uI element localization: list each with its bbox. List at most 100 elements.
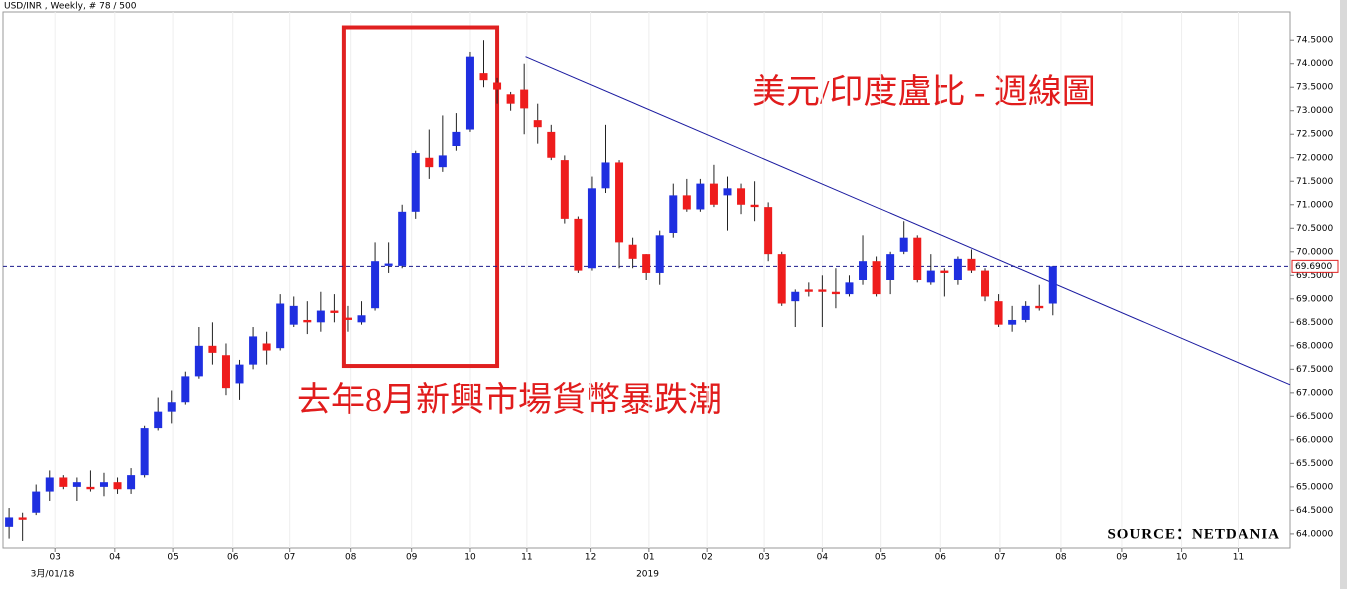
candle-body xyxy=(99,482,108,487)
annotation: 去年8月新興市場貨幣暴跌潮 xyxy=(297,381,722,419)
source: SOURCE：NETDANIA xyxy=(1107,526,1280,542)
x-tick-label: 11 xyxy=(1233,553,1244,563)
candle-body xyxy=(669,195,678,233)
candle-body xyxy=(533,120,542,128)
current-price-label: 69.6900 xyxy=(1295,262,1332,272)
x-tick-label: 05 xyxy=(167,553,178,563)
trendline xyxy=(525,56,1291,386)
candle-body xyxy=(316,310,325,323)
y-tick-label: 64.5000 xyxy=(1296,506,1333,516)
candle-body xyxy=(59,477,68,487)
y-tick-label: 68.0000 xyxy=(1296,341,1333,351)
x-tick-label: 08 xyxy=(1055,553,1067,563)
candle-body xyxy=(32,491,41,513)
candle-body xyxy=(221,355,230,389)
candle-body xyxy=(1008,319,1017,325)
x-tick-label: 12 xyxy=(585,553,596,563)
candle-body xyxy=(750,204,759,208)
candle-body xyxy=(696,183,705,210)
candle-body xyxy=(276,303,285,349)
candle-body xyxy=(804,289,813,292)
y-tick-label: 72.0000 xyxy=(1296,153,1333,163)
candle-body xyxy=(194,345,203,377)
y-tick-label: 70.5000 xyxy=(1296,224,1333,234)
x-tick-label: 04 xyxy=(817,553,829,563)
x-tick-label: 10 xyxy=(464,553,476,563)
y-tick-label: 71.0000 xyxy=(1296,200,1333,210)
y-tick-label: 68.5000 xyxy=(1296,318,1333,328)
x-tick-label: 10 xyxy=(1176,553,1188,563)
candle-body xyxy=(249,336,258,365)
x-tick-label: 02 xyxy=(701,553,712,563)
y-tick-label: 65.0000 xyxy=(1296,482,1333,492)
candle-body xyxy=(18,517,27,520)
candle-body xyxy=(615,162,624,243)
candle-body xyxy=(303,319,312,323)
candle-body xyxy=(343,317,352,320)
candle-body xyxy=(655,235,664,273)
candle-body xyxy=(438,155,447,168)
candle-body xyxy=(628,244,637,259)
candle-body xyxy=(425,157,434,168)
x-tick-label: 07 xyxy=(284,553,295,563)
annotation: 美元/印度盧比 - 週線圖 xyxy=(752,73,1096,111)
y-tick-label: 69.5000 xyxy=(1296,271,1333,281)
x-sublabel: 3月/01/18 xyxy=(31,569,75,580)
candle-body xyxy=(764,207,773,255)
candle-body xyxy=(587,188,596,269)
candle-body xyxy=(940,270,949,273)
y-tick-label: 66.0000 xyxy=(1296,435,1333,445)
candle-body xyxy=(682,195,691,210)
y-tick-label: 71.5000 xyxy=(1296,177,1333,187)
x-tick-label: 07 xyxy=(994,553,1005,563)
candle-body xyxy=(167,402,176,412)
y-tick-label: 64.0000 xyxy=(1296,529,1333,539)
x-tick-label: 03 xyxy=(758,553,769,563)
y-tick-label: 73.0000 xyxy=(1296,106,1333,116)
candle-body xyxy=(723,188,732,196)
candle-body xyxy=(1035,305,1044,309)
candle-body xyxy=(967,258,976,271)
x-tick-label: 09 xyxy=(406,553,418,563)
candle-body xyxy=(777,254,786,304)
x-tick-label: 11 xyxy=(521,553,532,563)
candle-body xyxy=(520,89,529,109)
y-tick-label: 67.0000 xyxy=(1296,388,1333,398)
candle-body xyxy=(899,237,908,252)
highlight-box xyxy=(341,25,500,369)
x-tick-label: 04 xyxy=(109,553,121,563)
y-tick-label: 65.5000 xyxy=(1296,459,1333,469)
candle-body xyxy=(1021,305,1030,320)
x-tick-label: 05 xyxy=(875,553,886,563)
candle-body xyxy=(127,475,136,490)
candle-body xyxy=(574,218,583,271)
window-edge xyxy=(1340,0,1347,589)
candle-body xyxy=(831,291,840,295)
candle-body xyxy=(886,254,895,280)
x-tick-label: 06 xyxy=(935,553,947,563)
candle-body xyxy=(154,411,163,429)
candle-body xyxy=(547,131,556,158)
chart-title: USD/INR , Weekly, # 78 / 500 xyxy=(4,2,137,12)
y-tick-label: 74.5000 xyxy=(1296,36,1333,46)
candle-body xyxy=(452,131,461,146)
candle-body xyxy=(330,310,339,313)
candle-body xyxy=(45,477,54,492)
candle-body xyxy=(872,261,881,295)
candle-body xyxy=(493,82,502,90)
candle-body xyxy=(818,289,827,292)
current-price-box xyxy=(1291,259,1339,273)
candle-body xyxy=(560,160,569,219)
candle-body xyxy=(86,486,95,490)
candle-body xyxy=(913,237,922,280)
candle-body xyxy=(411,153,420,212)
y-tick-label: 66.5000 xyxy=(1296,412,1333,422)
candle-body xyxy=(953,258,962,280)
y-tick-label: 69.0000 xyxy=(1296,294,1333,304)
candle-body xyxy=(235,364,244,384)
y-tick-label: 72.5000 xyxy=(1296,130,1333,140)
y-tick-label: 70.0000 xyxy=(1296,247,1333,257)
candle-body xyxy=(926,270,935,283)
